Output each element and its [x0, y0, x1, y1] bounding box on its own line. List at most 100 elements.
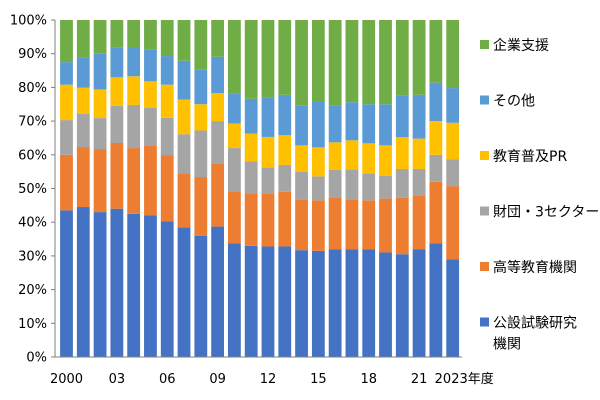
- bar-segment: [429, 243, 443, 357]
- bar-segment: [278, 164, 292, 192]
- bar-segment: [76, 147, 90, 208]
- bar-segment: [278, 94, 292, 136]
- bar-segment: [278, 191, 292, 247]
- x-tick-label: 2000: [50, 372, 83, 387]
- bar-segment: [311, 101, 325, 148]
- bar-segment: [446, 122, 460, 160]
- bar-segment: [429, 20, 443, 83]
- y-tick-label: 60%: [18, 148, 47, 163]
- legend-swatch: [480, 151, 489, 160]
- bar-segment: [328, 249, 342, 357]
- bar-segment: [261, 167, 275, 194]
- y-tick-label: 80%: [18, 81, 47, 96]
- legend-swatch: [480, 262, 489, 271]
- bar-segment: [395, 168, 409, 198]
- bar-segment: [311, 176, 325, 201]
- bar-segment: [311, 20, 325, 102]
- bar-segment: [379, 252, 392, 357]
- bar-segment: [177, 134, 191, 175]
- bar-segment: [160, 117, 174, 156]
- bar-segment: [362, 173, 376, 201]
- bar-segment: [412, 20, 426, 95]
- legend-swatch: [480, 206, 489, 216]
- bar-segment: [177, 99, 191, 135]
- bar-segment: [395, 95, 409, 138]
- bar-segment: [194, 20, 208, 70]
- bar-segment: [110, 47, 124, 78]
- bar-segment: [76, 207, 90, 357]
- bar-segment: [211, 56, 225, 94]
- bar-segment: [379, 104, 392, 146]
- legend-label: 教育普及PR: [493, 149, 567, 165]
- bar-segment: [127, 46, 141, 77]
- bar-segment: [127, 148, 141, 214]
- bar-segment: [244, 20, 258, 99]
- bar-segment: [194, 130, 208, 178]
- bar-segment: [110, 77, 124, 106]
- bar-segment: [244, 245, 258, 357]
- bar-segment: [261, 97, 275, 137]
- bar-segment: [93, 118, 107, 150]
- bar-segment: [144, 215, 157, 357]
- bar-segment: [328, 142, 342, 170]
- bar-segment: [228, 191, 241, 244]
- bar-segment: [93, 20, 107, 54]
- bar-segment: [144, 145, 157, 216]
- bar-segment: [144, 20, 157, 50]
- bar-segment: [60, 62, 73, 85]
- bar-segment: [278, 20, 292, 95]
- bar-segment: [345, 20, 359, 103]
- bar-segment: [362, 20, 376, 105]
- bar-segment: [110, 20, 124, 48]
- y-tick-label: 50%: [18, 182, 47, 197]
- bar-segment: [211, 226, 225, 357]
- x-tick-label: 03: [109, 372, 126, 387]
- bar-segment: [228, 243, 241, 357]
- bar-segment: [127, 20, 141, 47]
- bar-segment: [412, 138, 426, 169]
- bar-segment: [295, 105, 308, 146]
- y-tick-label: 70%: [18, 115, 47, 130]
- bar-segment: [261, 136, 275, 168]
- bar-segment: [429, 121, 443, 155]
- bar-segment: [295, 250, 308, 357]
- bar-segment: [93, 89, 107, 119]
- bar-segment: [60, 154, 73, 211]
- y-tick-label: 20%: [18, 283, 47, 298]
- bar-segment: [328, 20, 342, 106]
- bar-segment: [244, 133, 258, 162]
- bar-segment: [261, 246, 275, 357]
- legend-label: 高等教育機関: [493, 259, 577, 276]
- bar-segment: [446, 259, 460, 357]
- bar-segment: [177, 227, 191, 357]
- bar-segment: [412, 168, 426, 196]
- bar-segment: [211, 121, 225, 164]
- bar-segment: [160, 221, 174, 357]
- bar-segment: [110, 143, 124, 209]
- bar-segment: [177, 20, 191, 61]
- y-tick-label: 100%: [10, 14, 47, 29]
- bar-segment: [429, 82, 443, 122]
- bar-segment: [295, 199, 308, 251]
- y-tick-label: 0%: [26, 351, 47, 366]
- x-tick-label: 12: [260, 372, 277, 387]
- bars: [60, 20, 460, 357]
- bar-segment: [93, 53, 107, 90]
- bar-segment: [194, 104, 208, 131]
- bar-segment: [412, 249, 426, 357]
- bar-segment: [261, 20, 275, 98]
- legend-swatch: [480, 95, 489, 105]
- bar-segment: [395, 254, 409, 357]
- bar-segment: [144, 49, 157, 82]
- bar-segment: [60, 84, 73, 121]
- bar-segment: [362, 249, 376, 357]
- bar-segment: [429, 154, 443, 182]
- bar-segment: [379, 175, 392, 199]
- bar-segment: [395, 197, 409, 255]
- bar-segment: [278, 246, 292, 357]
- bar-segment: [362, 143, 376, 174]
- bar-segment: [127, 76, 141, 105]
- x-tick-label: 15: [310, 372, 327, 387]
- bar-segment: [244, 161, 258, 194]
- bar-segment: [345, 169, 359, 200]
